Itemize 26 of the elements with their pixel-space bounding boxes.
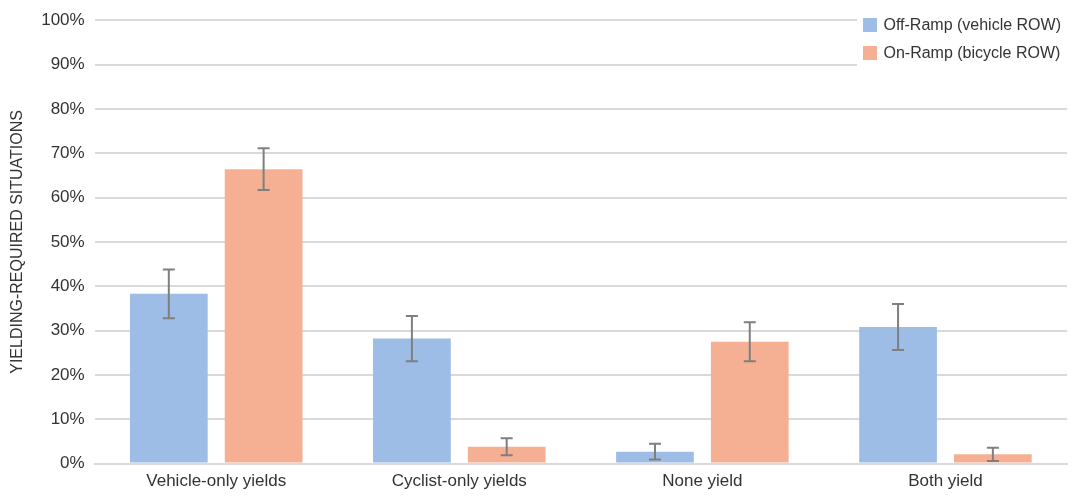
legend-label: On-Ramp (bicycle ROW) [883, 44, 1061, 62]
bar [616, 451, 694, 463]
y-tick-label: 30% [50, 320, 85, 340]
y-tick-label: 10% [50, 408, 85, 428]
x-tick-label: Cyclist-only yields [391, 471, 527, 491]
y-tick-label: 100% [41, 9, 85, 29]
y-tick-label: 50% [50, 231, 85, 251]
y-tick-label: 90% [50, 54, 85, 74]
y-axis-title: YIELDING-REQUIRED SITUATIONS [8, 110, 26, 374]
y-tick-label: 60% [50, 187, 85, 207]
bar [953, 454, 1032, 463]
x-tick-label: Vehicle-only yields [146, 471, 287, 491]
bar [710, 341, 789, 463]
y-tick-label: 20% [50, 364, 85, 384]
legend-label: Off-Ramp (vehicle ROW) [883, 16, 1061, 34]
bar [859, 327, 937, 463]
y-tick-label: 70% [50, 142, 85, 162]
bar [224, 169, 303, 463]
x-tick-label: None yield [662, 471, 743, 491]
y-tick-label: 0% [60, 453, 85, 473]
bar [373, 338, 451, 463]
bar [129, 293, 208, 463]
x-tick-label: Both yield [908, 471, 983, 491]
y-tick-label: 80% [50, 98, 85, 118]
bar [467, 446, 546, 463]
y-tick-label: 40% [50, 275, 85, 295]
